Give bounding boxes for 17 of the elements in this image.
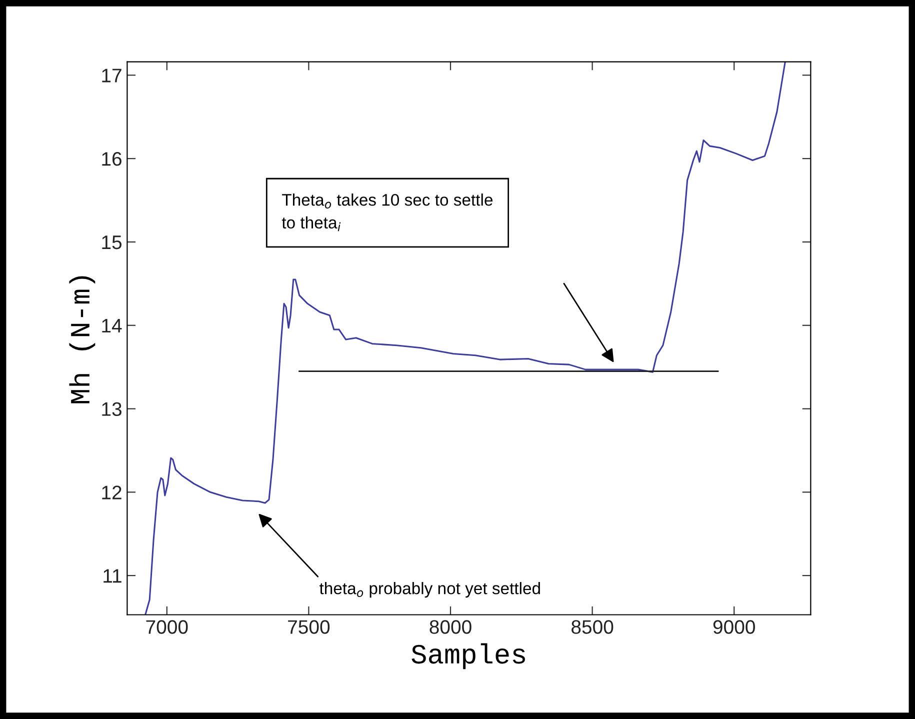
y-tick-label: 11 <box>104 569 122 583</box>
y-axis-title: Mh (N-m) <box>69 276 96 404</box>
x-tick-label: 9000 <box>713 620 755 634</box>
y-tick-label: 15 <box>102 236 122 250</box>
line-series <box>144 62 786 615</box>
y-tick-label: 13 <box>102 402 122 416</box>
x-tick-label: 8500 <box>572 620 614 634</box>
y-tick-label: 12 <box>102 486 122 500</box>
y-tick-label: 16 <box>102 152 122 166</box>
annotation: theta$_{o}$ probably not yet settled <box>320 582 540 598</box>
y-tick-label: 17 <box>102 68 122 82</box>
x-tick-label: 7000 <box>146 620 188 634</box>
x-tick-label: 7500 <box>288 620 330 634</box>
y-tick-label: 14 <box>102 319 122 332</box>
annotation: Theta$_{o}$ takes 10 sec to settle to theta$_{i}$ <box>282 194 492 232</box>
x-axis-title: Samples <box>412 643 525 670</box>
x-tick-label: 8000 <box>430 620 472 634</box>
